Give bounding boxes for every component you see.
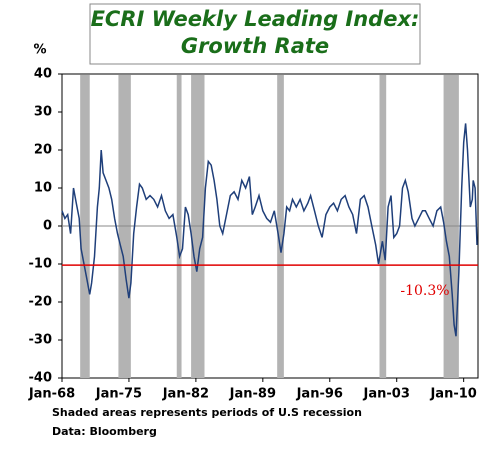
- y-tick-label: 30: [34, 105, 52, 120]
- y-tick-label: -30: [29, 333, 53, 348]
- y-tick-label: -40: [29, 371, 53, 386]
- y-tick-label: 20: [34, 143, 52, 158]
- x-tick-label: Jan-75: [95, 387, 142, 402]
- x-tick-label: Jan-10: [429, 387, 476, 402]
- x-tick-label: Jan-82: [162, 387, 209, 402]
- chart-title: ECRI Weekly Leading Index:: [91, 7, 420, 31]
- y-unit: %: [33, 43, 46, 58]
- y-tick-label: 0: [43, 219, 52, 234]
- x-tick-label: Jan-03: [363, 387, 410, 402]
- data-line: [61, 123, 478, 337]
- y-tick-label: -10: [29, 257, 53, 272]
- x-tick-label: Jan-89: [229, 387, 276, 402]
- threshold-label: -10.3%: [400, 283, 449, 299]
- y-tick-label: 40: [34, 67, 52, 82]
- footnote: Data: Bloomberg: [52, 425, 157, 438]
- y-tick-label: 10: [34, 181, 52, 196]
- y-tick-label: -20: [29, 295, 53, 310]
- x-tick-label: Jan-68: [28, 387, 75, 402]
- x-tick-label: Jan-96: [296, 387, 343, 402]
- title-box: [89, 3, 421, 65]
- chart-title: Growth Rate: [181, 34, 329, 58]
- footnote: Shaded areas represents periods of U.S r…: [52, 406, 362, 419]
